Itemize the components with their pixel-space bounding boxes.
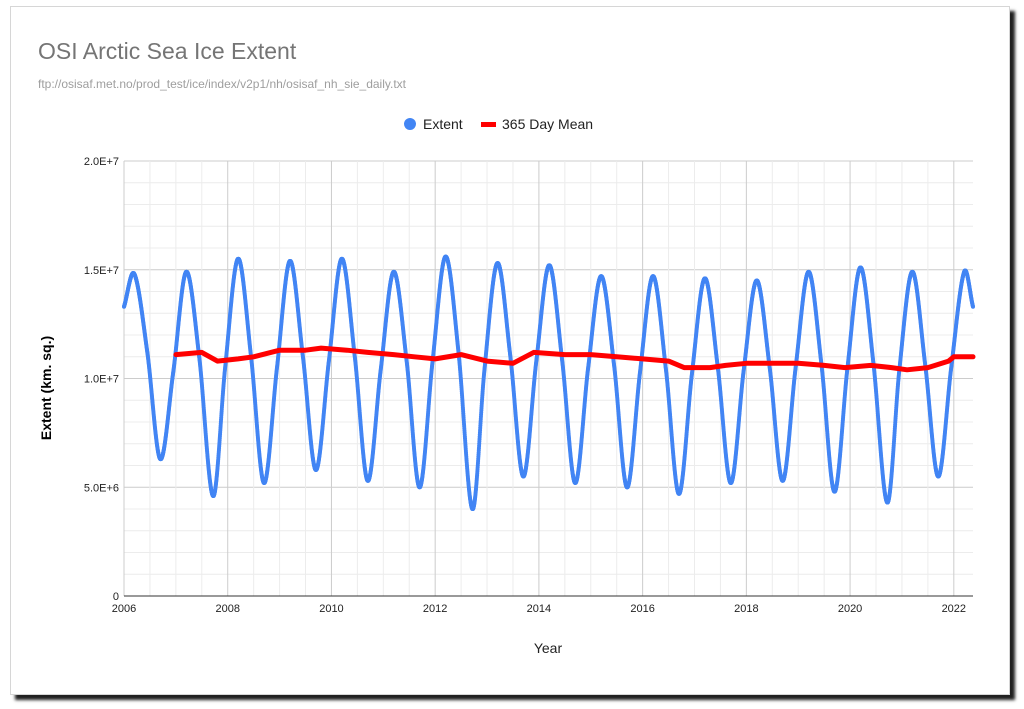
y-tick-label: 0 [113, 591, 119, 603]
x-tick-label: 2010 [319, 603, 343, 615]
series-extent [122, 254, 975, 512]
y-tick-label: 2.0E+7 [84, 156, 119, 168]
y-tick-label: 1.5E+7 [84, 265, 119, 277]
x-tick-label: 2008 [215, 603, 239, 615]
y-tick-label: 5.0E+6 [84, 482, 119, 494]
x-tick-label: 2018 [734, 603, 758, 615]
x-tick-label: 2022 [942, 603, 966, 615]
y-tick-label: 1.0E+7 [84, 374, 119, 386]
x-tick-label: 2006 [112, 603, 136, 615]
x-tick-label: 2020 [838, 603, 862, 615]
x-tick-label: 2012 [423, 603, 447, 615]
x-tick-label: 2016 [630, 603, 654, 615]
axes: 0 5.0E+6 1.0E+7 1.5E+7 2.0E+7 2006 2008 2010 201… [84, 156, 973, 615]
chart-title: OSI Arctic Sea Ice Extent [38, 38, 297, 64]
chart-subtitle: ftp://osisaf.met.no/prod_test/ice/index/… [38, 77, 406, 91]
x-tick-label: 2014 [527, 603, 551, 615]
